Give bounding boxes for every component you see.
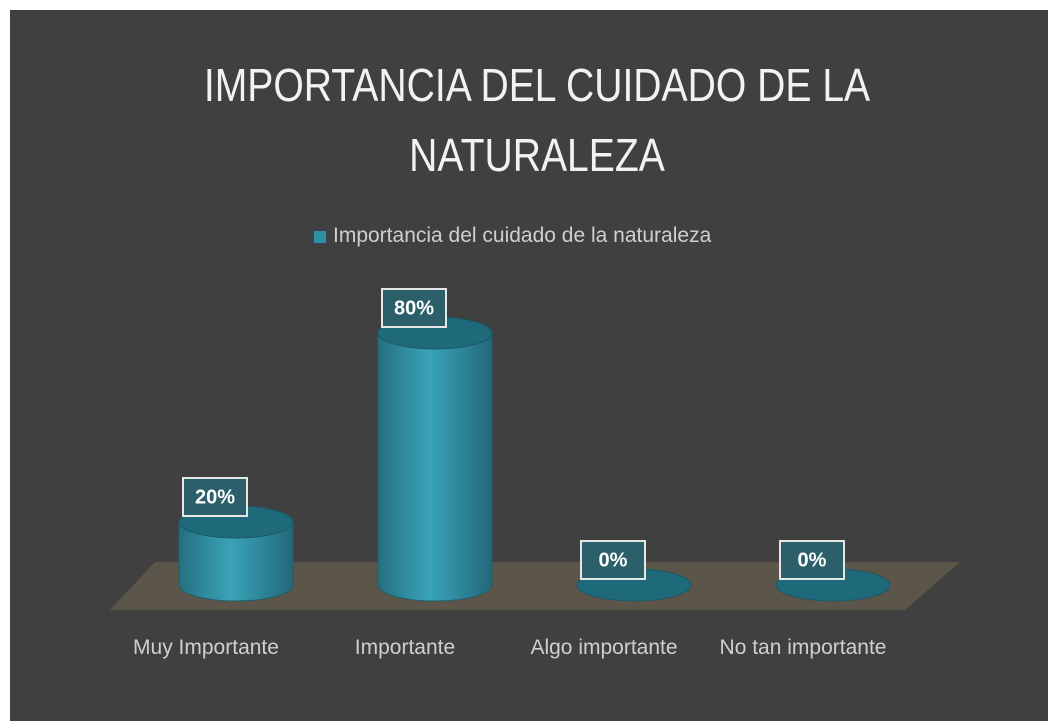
x-tick-label: Muy Importante	[133, 636, 279, 659]
data-label: 0%	[798, 549, 827, 571]
bar-part	[377, 332, 493, 602]
x-tick-label: No tan importante	[719, 636, 887, 659]
legend-label: Importancia del cuidado de la naturaleza	[333, 224, 712, 247]
bar	[178, 505, 294, 602]
floor	[110, 562, 960, 610]
legend-key	[314, 231, 326, 243]
data-label-box	[580, 540, 646, 580]
data-label-box	[779, 540, 845, 580]
data-label: 80%	[394, 297, 434, 319]
data-label: 0%	[599, 549, 628, 571]
x-tick-label: Algo importante	[530, 636, 678, 659]
data-label: 20%	[195, 486, 235, 508]
data-label-box	[182, 477, 248, 517]
data-label-box	[381, 288, 447, 328]
bar-part	[178, 521, 294, 602]
x-tick-label: Importante	[354, 636, 456, 659]
chart-title: IMPORTANCIA DEL CUIDADO DE LA NATURALEZA	[203, 59, 871, 181]
bar	[377, 316, 493, 602]
